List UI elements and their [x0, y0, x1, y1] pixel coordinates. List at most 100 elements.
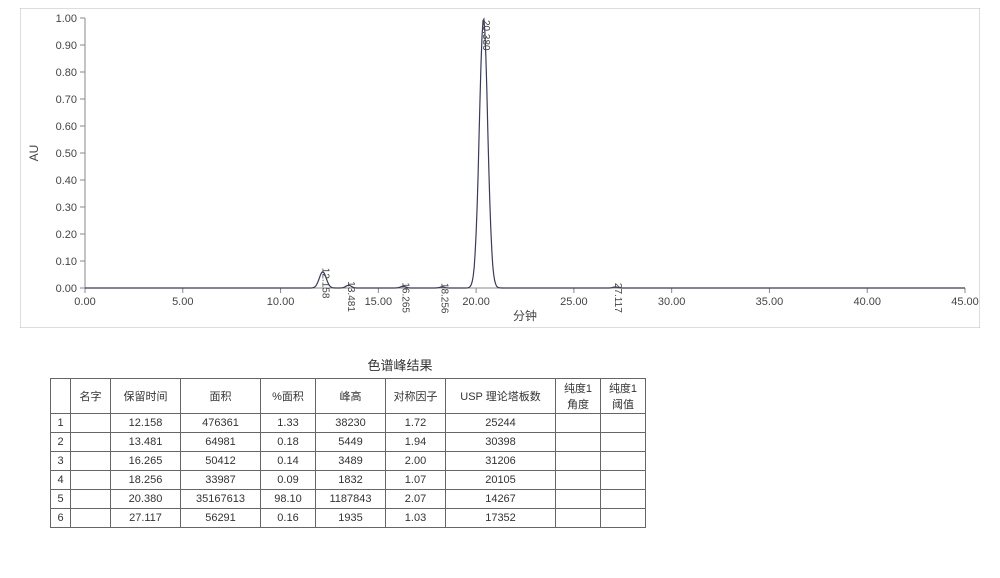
col-header: %面积 [261, 379, 316, 414]
col-header [51, 379, 71, 414]
table-cell: 1.03 [386, 509, 446, 528]
svg-text:0.40: 0.40 [56, 175, 77, 187]
chart-svg: 0.000.100.200.300.400.500.600.700.800.90… [20, 8, 980, 328]
svg-text:45.00: 45.00 [951, 296, 979, 308]
table-cell: 0.18 [261, 433, 316, 452]
col-header: USP 理论塔板数 [446, 379, 556, 414]
table-cell: 64981 [181, 433, 261, 452]
svg-text:0.70: 0.70 [56, 94, 77, 106]
table-cell: 1 [51, 414, 71, 433]
table-cell [601, 509, 646, 528]
table-cell: 2 [51, 433, 71, 452]
peak-label: 13.481 [345, 281, 356, 312]
table-cell: 5 [51, 490, 71, 509]
table-cell: 2.00 [386, 452, 446, 471]
svg-text:0.50: 0.50 [56, 148, 77, 160]
table-body: 112.1584763611.33382301.7225244213.48164… [51, 414, 646, 528]
col-header: 名字 [71, 379, 111, 414]
table-cell: 38230 [316, 414, 386, 433]
table-cell [556, 471, 601, 490]
table-cell [556, 414, 601, 433]
svg-text:0.00: 0.00 [74, 296, 95, 308]
table-cell [71, 433, 111, 452]
table-cell: 6 [51, 509, 71, 528]
results-table-wrap: 色谱峰结果 名字保留时间面积%面积峰高对称因子USP 理论塔板数纯度1角度纯度1… [50, 355, 750, 528]
svg-text:0.90: 0.90 [56, 40, 77, 52]
table-row: 316.265504120.1434892.0031206 [51, 452, 646, 471]
svg-text:25.00: 25.00 [560, 296, 588, 308]
col-header: 对称因子 [386, 379, 446, 414]
table-cell: 0.16 [261, 509, 316, 528]
plot-area: 0.000.100.200.300.400.500.600.700.800.90… [27, 13, 979, 323]
svg-text:0.30: 0.30 [56, 202, 77, 214]
table-cell: 1187843 [316, 490, 386, 509]
svg-text:1.00: 1.00 [56, 13, 77, 25]
table-cell: 56291 [181, 509, 261, 528]
table-cell: 2.07 [386, 490, 446, 509]
table-cell: 50412 [181, 452, 261, 471]
table-cell [601, 414, 646, 433]
svg-text:5.00: 5.00 [172, 296, 193, 308]
chart-border [20, 8, 980, 328]
table-cell: 16.265 [111, 452, 181, 471]
svg-text:35.00: 35.00 [756, 296, 784, 308]
table-row: 5 20.3803516761398.1011878432.0714267 [51, 490, 646, 509]
table-row: 1 12.1584763611.33382301.7225244 [51, 414, 646, 433]
table-cell: 1.72 [386, 414, 446, 433]
table-cell [556, 509, 601, 528]
svg-text:20.00: 20.00 [462, 296, 490, 308]
table-cell: 13.481 [111, 433, 181, 452]
peak-label: 18.256 [439, 283, 450, 314]
svg-text:0.00: 0.00 [56, 283, 77, 295]
table-row: 627.117562910.1619351.0317352 [51, 509, 646, 528]
col-header: 面积 [181, 379, 261, 414]
table-cell: 14267 [446, 490, 556, 509]
table-cell: 31206 [446, 452, 556, 471]
table-cell [601, 452, 646, 471]
svg-text:15.00: 15.00 [365, 296, 393, 308]
table-cell: 20.380 [111, 490, 181, 509]
table-row: 418.256339870.0918321.0720105 [51, 471, 646, 490]
table-cell: 4 [51, 471, 71, 490]
svg-text:30.00: 30.00 [658, 296, 686, 308]
table-cell: 1.07 [386, 471, 446, 490]
table-cell [601, 471, 646, 490]
table-cell: 12.158 [111, 414, 181, 433]
svg-text:AU: AU [27, 145, 41, 162]
svg-text:10.00: 10.00 [267, 296, 295, 308]
table-cell [556, 452, 601, 471]
table-cell [556, 433, 601, 452]
table-cell: 1832 [316, 471, 386, 490]
table-cell: 3 [51, 452, 71, 471]
col-header: 纯度1阈值 [601, 379, 646, 414]
table-cell: 20105 [446, 471, 556, 490]
table-cell: 1.33 [261, 414, 316, 433]
table-cell: 33987 [181, 471, 261, 490]
table-cell: 0.14 [261, 452, 316, 471]
chromatogram-chart: 0.000.100.200.300.400.500.600.700.800.90… [20, 8, 980, 328]
table-cell: 98.10 [261, 490, 316, 509]
col-header: 保留时间 [111, 379, 181, 414]
svg-text:0.10: 0.10 [56, 256, 77, 268]
table-cell [601, 490, 646, 509]
table-cell [71, 414, 111, 433]
table-cell: 476361 [181, 414, 261, 433]
table-cell [71, 471, 111, 490]
peak-label: 20.380 [480, 20, 491, 51]
table-cell: 25244 [446, 414, 556, 433]
svg-text:0.80: 0.80 [56, 67, 77, 79]
table-cell [601, 433, 646, 452]
table-cell [71, 509, 111, 528]
table-cell: 30398 [446, 433, 556, 452]
table-cell: 35167613 [181, 490, 261, 509]
table-cell: 27.117 [111, 509, 181, 528]
table-cell [71, 452, 111, 471]
table-cell: 5449 [316, 433, 386, 452]
results-table: 名字保留时间面积%面积峰高对称因子USP 理论塔板数纯度1角度纯度1阈值 112… [50, 378, 646, 528]
table-title: 色谱峰结果 [50, 355, 750, 374]
table-cell [71, 490, 111, 509]
table-cell: 17352 [446, 509, 556, 528]
svg-text:0.60: 0.60 [56, 121, 77, 133]
table-cell: 0.09 [261, 471, 316, 490]
table-row: 213.481649810.1854491.9430398 [51, 433, 646, 452]
